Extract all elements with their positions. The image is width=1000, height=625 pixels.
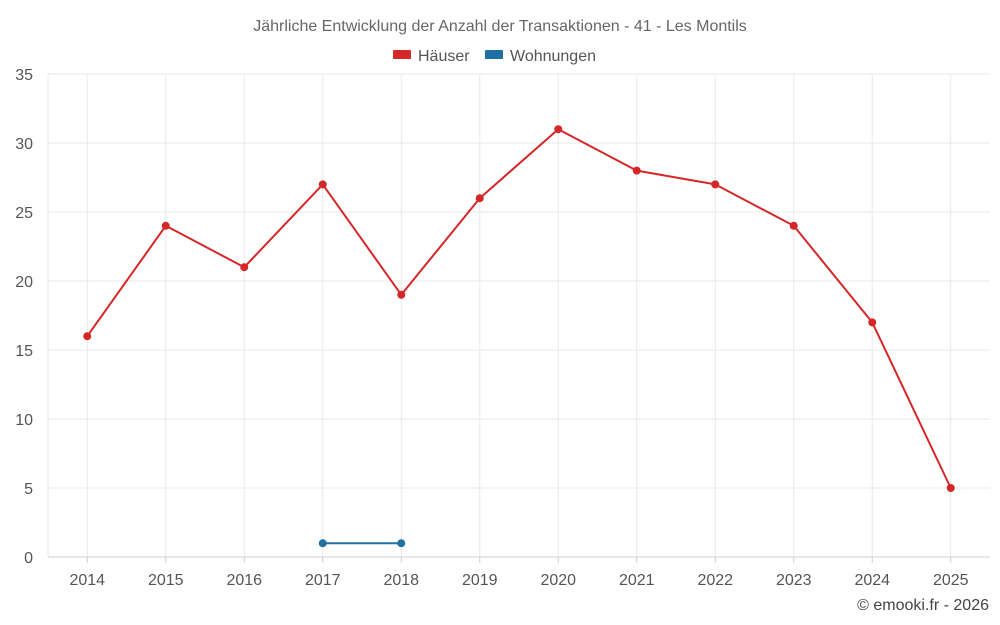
series-layer <box>83 125 955 548</box>
data-point-haeuser-2016[interactable] <box>240 263 249 272</box>
x-tick-label: 2014 <box>69 572 105 589</box>
x-tick-label: 2022 <box>697 572 733 589</box>
x-tick-label: 2016 <box>226 572 262 589</box>
x-tick-label: 2021 <box>619 572 655 589</box>
data-point-haeuser-2021[interactable] <box>632 166 641 175</box>
y-tick-label: 20 <box>15 274 33 291</box>
y-axis-ticks: 0 5 10 15 20 25 30 35 <box>15 67 33 567</box>
credit-text: © emooki.fr - 2026 <box>857 597 989 614</box>
data-point-haeuser-2019[interactable] <box>475 194 484 203</box>
x-tick-label: 2025 <box>933 572 969 589</box>
data-point-haeuser-2022[interactable] <box>711 180 720 189</box>
x-tick-label: 2018 <box>383 572 419 589</box>
x-tick-label: 2019 <box>462 572 498 589</box>
series-wohnungen <box>318 539 406 548</box>
data-point-haeuser-2018[interactable] <box>397 290 406 299</box>
y-tick-label: 25 <box>15 205 33 222</box>
x-tick-label: 2017 <box>305 572 341 589</box>
x-tick-label: 2024 <box>854 572 890 589</box>
legend-item-haeuser[interactable]: Häuser <box>393 48 470 65</box>
x-tick-label: 2015 <box>148 572 184 589</box>
y-tick-label: 10 <box>15 412 33 429</box>
data-point-wohnungen-2017[interactable] <box>318 539 327 548</box>
y-tick-label: 30 <box>15 136 33 153</box>
chart-title: Jährliche Entwicklung der Anzahl der Tra… <box>253 18 747 35</box>
data-point-haeuser-2024[interactable] <box>868 318 877 327</box>
data-point-haeuser-2020[interactable] <box>554 125 563 134</box>
data-point-haeuser-2015[interactable] <box>161 221 170 230</box>
x-axis-ticks: 2014 2015 2016 2017 2018 2019 2020 2021 2022 2023… <box>69 557 969 589</box>
x-tick-label: 2020 <box>540 572 576 589</box>
legend-label-wohnungen: Wohnungen <box>510 48 596 65</box>
data-point-haeuser-2023[interactable] <box>789 221 798 230</box>
legend-label-haeuser: Häuser <box>418 48 470 65</box>
x-tick-label: 2023 <box>776 572 812 589</box>
data-point-wohnungen-2018[interactable] <box>397 539 406 548</box>
series-line-haeuser <box>86 128 952 489</box>
y-tick-label: 0 <box>24 550 33 567</box>
grid <box>47 73 990 558</box>
data-point-haeuser-2014[interactable] <box>83 332 92 341</box>
series-haeuser <box>83 125 955 492</box>
legend-swatch-haeuser <box>393 50 411 59</box>
legend[interactable]: Häuser Wohnungen <box>393 48 596 65</box>
legend-item-wohnungen[interactable]: Wohnungen <box>485 48 596 65</box>
data-point-haeuser-2025[interactable] <box>946 484 955 492</box>
data-point-haeuser-2017[interactable] <box>318 180 327 189</box>
y-tick-label: 5 <box>24 481 33 498</box>
y-tick-label: 15 <box>15 343 33 360</box>
legend-swatch-wohnungen <box>485 50 503 59</box>
y-tick-label: 35 <box>15 67 33 84</box>
